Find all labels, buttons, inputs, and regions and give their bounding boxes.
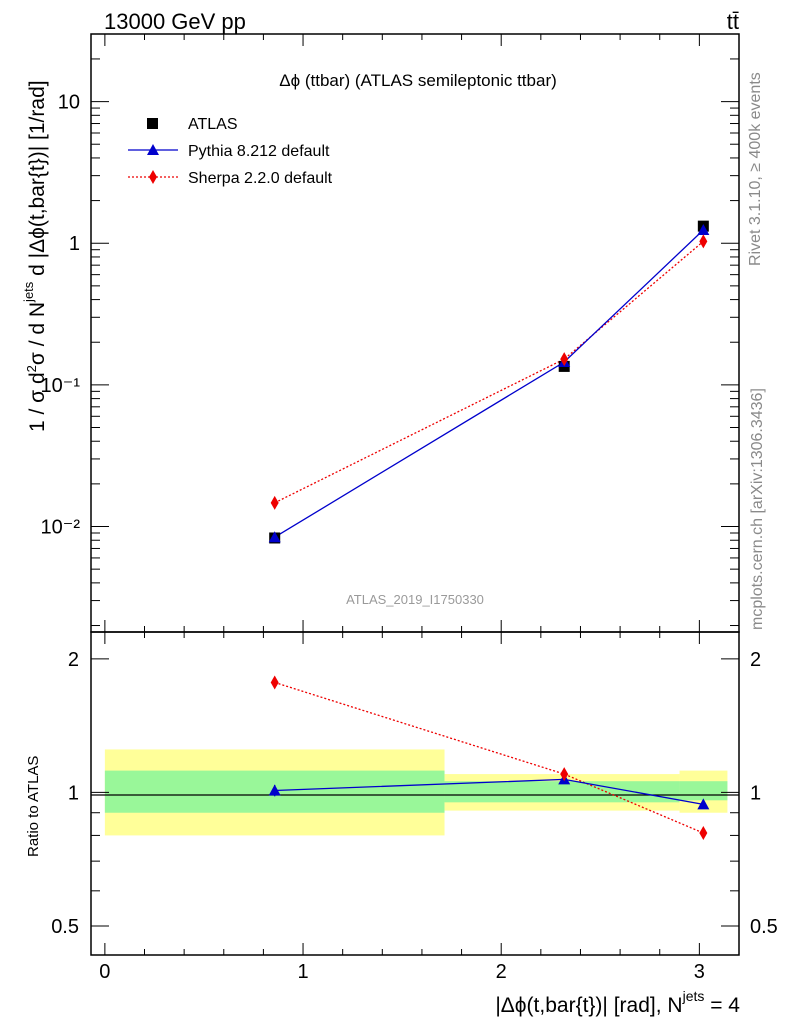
process-label: tt̄ [727, 9, 739, 34]
ratio-panel: 0 1 2 3 0.5 0.5 1 1 2 2 Ratio to ATLAS |Δϕ(t,bar{… [25, 631, 778, 1017]
pythia-ratio-point [268, 784, 281, 796]
ratio-axis-ticks: 0 1 2 3 0.5 0.5 1 1 2 2 [51, 632, 778, 983]
ratio-x-tick-label: 2 [496, 961, 507, 983]
sherpa-ratio-point [560, 767, 569, 782]
main-panel: Δϕ (ttbar) (ATLAS semileptonic ttbar) AT… [21, 33, 740, 633]
main-y-tick-label: 10⁻¹ [41, 375, 81, 397]
mcplots-label: mcplots.cern.ch [arXiv:1306.3436] [749, 388, 766, 630]
legend-pythia-marker [147, 144, 159, 155]
sherpa-main-point [699, 234, 708, 249]
ratio-y-tick-label: 1 [68, 782, 79, 804]
ratio-frame [90, 631, 740, 956]
pythia-main-line [274, 229, 704, 538]
ratio-uncertainty-band-inner [444, 781, 680, 803]
ratio-x-tick-label: 3 [694, 961, 705, 983]
legend: ATLAS Pythia 8.212 default Sherpa 2.2.0 … [128, 116, 333, 187]
ratio-series [268, 675, 710, 841]
main-axis-ticks: 10⁻² 10⁻¹ 1 10 [41, 33, 739, 632]
ratio-uncertainty-band-inner [679, 781, 728, 801]
sherpa-ratio-point [270, 675, 279, 690]
ratio-y-tick-label-right: 1 [750, 782, 761, 804]
sherpa-ratio-point [699, 826, 708, 841]
main-series [268, 220, 710, 544]
ratio-y-tick-label-right: 0.5 [750, 916, 778, 938]
x-axis-label: |Δϕ(t,bar{t})| [rad], Njets = 4 [495, 988, 740, 1017]
ratio-x-tick-label: 0 [99, 961, 110, 983]
ratio-y-axis-label: Ratio to ATLAS [25, 756, 42, 857]
main-y-tick-label: 1 [69, 233, 80, 255]
main-title: Δϕ (ttbar) (ATLAS semileptonic ttbar) [279, 71, 557, 90]
main-y-axis-label: 1 / σ d2σ / d Njets d |Δϕ(t,bar{t})| [1/… [21, 80, 49, 432]
legend-atlas-label: ATLAS [188, 116, 238, 133]
energy-label: 13000 GeV pp [104, 9, 246, 34]
main-y-tick-label: 10⁻² [41, 517, 81, 539]
legend-sherpa-label: Sherpa 2.2.0 default [188, 170, 333, 187]
pythia-main-point [697, 223, 710, 235]
pythia-ratio-point [697, 798, 710, 810]
sherpa-main-line [274, 240, 704, 504]
ratio-y-tick-label: 2 [68, 649, 79, 671]
sherpa-ratio-line [274, 681, 704, 834]
ratio-y-tick-label-right: 2 [750, 649, 761, 671]
watermark: ATLAS_2019_I1750330 [346, 592, 484, 607]
legend-pythia-label: Pythia 8.212 default [188, 143, 330, 160]
pythia-main-point [268, 531, 281, 543]
sherpa-main-point [270, 495, 279, 510]
ratio-x-tick-label: 1 [297, 961, 308, 983]
main-y-tick-label: 10 [58, 92, 80, 114]
rivet-label: Rivet 3.1.10, ≥ 400k events [747, 72, 764, 266]
legend-atlas-marker [147, 118, 158, 129]
ratio-y-tick-label: 0.5 [51, 916, 79, 938]
legend-sherpa-marker [149, 170, 157, 184]
sherpa-main-point [560, 352, 569, 367]
